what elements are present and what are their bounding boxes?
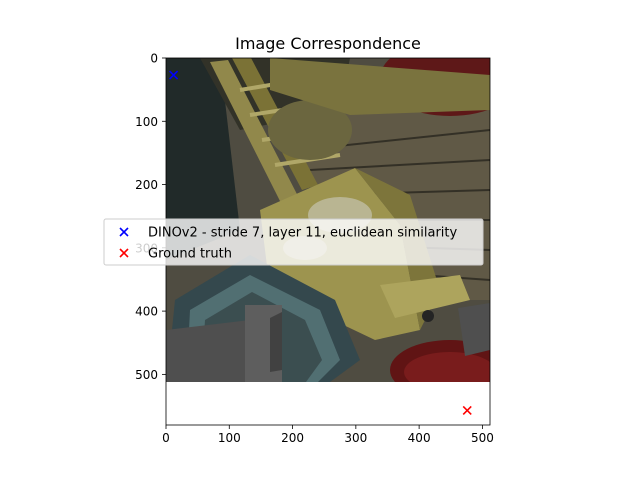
data-markers	[169, 70, 472, 416]
x-tick-label: 400	[408, 431, 431, 445]
x-tick-label: 0	[162, 431, 170, 445]
chart-title: Image Correspondence	[235, 34, 421, 53]
predicted-point-marker	[169, 70, 179, 80]
y-tick-label: 100	[135, 115, 158, 129]
x-axis: 0 100 200 300 400 500	[162, 425, 494, 445]
y-tick-label: 200	[135, 178, 158, 192]
x-tick-label: 500	[471, 431, 494, 445]
legend-marker	[119, 227, 129, 237]
x-tick-label: 300	[344, 431, 367, 445]
legend-marker	[119, 248, 129, 258]
y-tick-label: 400	[135, 305, 158, 319]
x-tick-label: 200	[281, 431, 304, 445]
ground-truth-marker	[462, 405, 472, 416]
x-tick-label: 100	[218, 431, 241, 445]
background-image	[166, 58, 490, 382]
y-tick-label: 0	[150, 52, 158, 66]
legend-label: DINOv2 - stride 7, layer 11, euclidean s…	[148, 226, 458, 241]
y-tick-label: 500	[135, 368, 158, 382]
legend-label: Ground truth	[148, 247, 232, 262]
legend: DINOv2 - stride 7, layer 11, euclidean s…	[103, 218, 484, 266]
